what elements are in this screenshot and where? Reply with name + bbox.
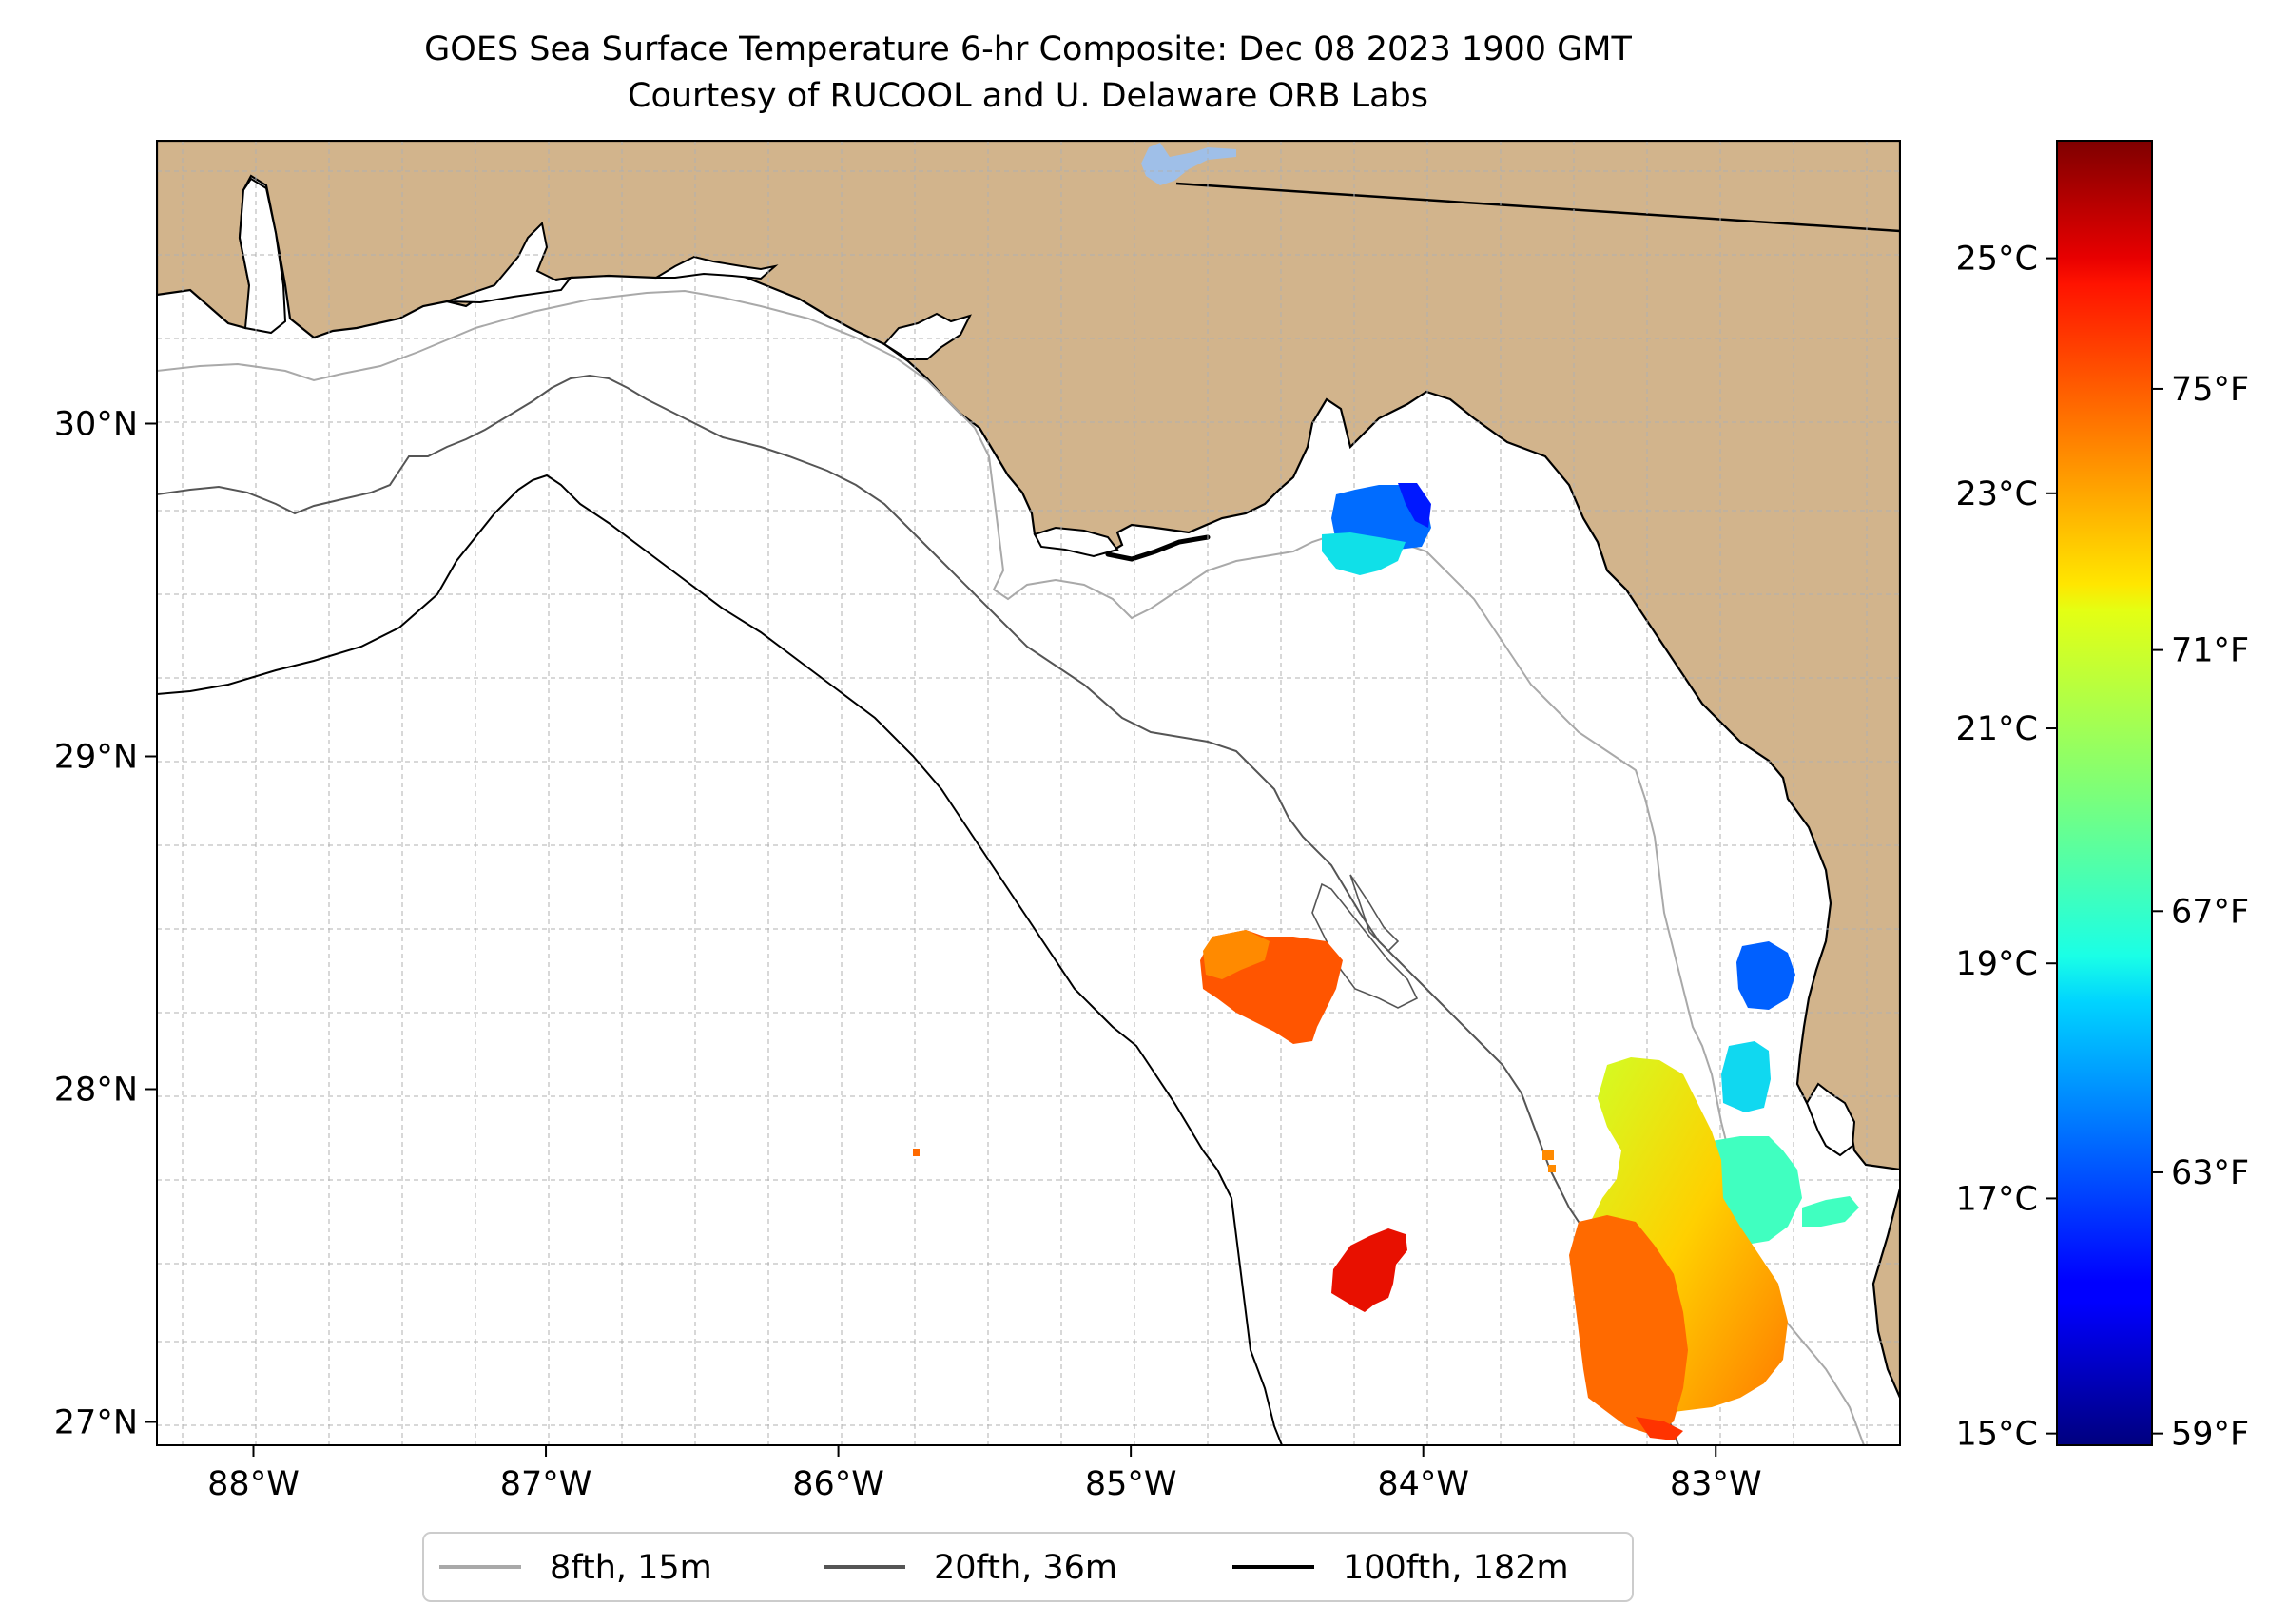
land-mass [157,141,1900,1171]
barrier-island [1105,534,1211,562]
sst-pixel-small-3 [1548,1165,1556,1172]
state-boundary [1175,182,1900,233]
colorbar-gradient [2056,140,2153,1446]
sst-patch-apalachee-cyan [1322,532,1406,575]
title-line-2: Courtesy of RUCOOL and U. Delaware ORB L… [628,77,1428,115]
lat-tick-label: 29°N [54,739,138,777]
mobile-bay [238,177,287,335]
lon-tick-label: 88°W [207,1465,300,1503]
lon-tick-label: 85°W [1085,1465,1177,1503]
sst-pixel-small-2 [1542,1150,1554,1160]
st-andrew-bay [882,312,972,360]
lon-tick-label: 84°W [1377,1465,1469,1503]
celsius-tick-label: 21°C [1956,710,2038,748]
lon-tick-label: 87°W [500,1465,592,1503]
legend-label-100fth: 100fth, 182m [1343,1549,1569,1587]
lon-tick-label: 86°W [792,1465,884,1503]
lat-tick-label: 30°N [54,406,138,444]
sst-patch-southern-red [1636,1417,1683,1440]
colorbar-celsius-axis: 15°C 17°C 19°C 21°C 23°C 25°C [1956,241,2057,1454]
colorbar-fahrenheit-axis: 59°F 63°F 67°F 71°F 75°F [2152,371,2249,1454]
legend-label-8fth: 8fth, 15m [550,1549,712,1587]
fahrenheit-tick-label: 63°F [2171,1154,2249,1192]
legend-label-20fth: 20fth, 36m [934,1549,1117,1587]
sst-patch-southern-hot [1331,1228,1407,1312]
apalachicola-bay [1033,526,1119,558]
celsius-tick-label: 17°C [1956,1180,2038,1218]
contour-20fth [157,374,1679,1445]
fahrenheit-tick-label: 67°F [2171,893,2249,931]
sst-patch-apalachee-blue [1398,483,1431,528]
map-area [157,141,1900,1445]
lake-seminole [1141,143,1236,185]
tampa-bay [1805,1082,1856,1157]
contour-100fth [157,474,1283,1445]
fahrenheit-tick-label: 59°F [2171,1416,2249,1454]
latitude-axis: 27°N 28°N 29°N 30°N [54,406,157,1442]
celsius-tick-label: 19°C [1956,945,2038,983]
sst-patch-offshore-orange [1203,930,1270,979]
map-frame [156,140,1901,1446]
sst-patches [913,483,1859,1440]
longitude-axis: 88°W 87°W 86°W 85°W 84°W 83°W [207,1445,1762,1503]
title-line-1: GOES Sea Surface Temperature 6-hr Compos… [424,30,1632,68]
colorbar: 15°C 17°C 19°C 21°C 23°C 25°C 59°F 63°F 67°F 71°… [1956,140,2249,1454]
sst-patch-nature-coast-blue [1736,941,1795,1010]
depth-legend: 8fth, 15m 20fth, 36m 100fth, 182m [422,1532,1634,1602]
lon-tick-label: 83°W [1670,1465,1762,1503]
lat-tick-label: 27°N [54,1404,138,1442]
gridlines [157,141,1900,1445]
contour-8fth [157,289,1865,1445]
lat-tick-label: 28°N [54,1072,138,1110]
land-south-tip [1871,1188,1900,1399]
choctawhatchee-bay [652,255,779,280]
celsius-tick-label: 15°C [1956,1416,2038,1454]
sst-patch-mint-coast [1802,1196,1859,1227]
celsius-tick-label: 23°C [1956,475,2038,513]
celsius-tick-label: 25°C [1956,241,2038,279]
legend-box [422,1532,1634,1602]
sst-patch-nature-coast-cyan [1721,1041,1771,1112]
pensacola-bay [446,221,573,304]
fahrenheit-tick-label: 75°F [2171,371,2249,409]
sst-patch-southern-warm [1569,1215,1688,1436]
sst-pixel-small [913,1149,920,1156]
fahrenheit-tick-label: 71°F [2171,632,2249,670]
